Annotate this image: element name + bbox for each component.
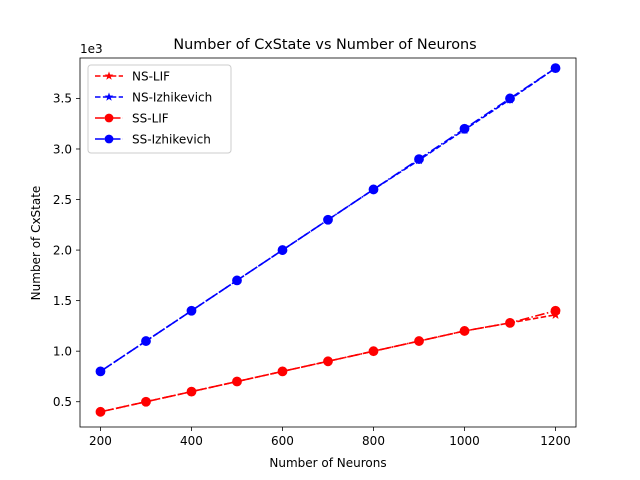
legend-label: NS-Izhikevich [132,90,212,104]
x-tick-label: 1000 [449,434,480,448]
data-point [459,123,470,134]
y-tick-label: 1.0 [53,344,72,358]
legend: NS-LIF NS-Izhikevich SS-LIF SS-Izhikevich [87,64,232,154]
data-point [323,356,333,367]
y-tick-label: 3.5 [53,92,72,106]
x-axis-label: Number of Neurons [269,456,386,470]
legend-label: SS-LIF [132,111,169,125]
data-point [186,386,197,397]
y-offset-label: 1e3 [80,42,103,56]
y-tick-label: 1.5 [53,294,72,308]
data-point [550,305,561,316]
x-tick-label: 200 [89,434,112,448]
data-point [277,245,288,255]
y-axis-label: Number of CxState [29,186,43,301]
y-tick-label: 2.0 [53,243,72,257]
data-point [414,154,424,164]
x-tick-label: 600 [271,434,294,448]
data-point [505,93,515,104]
data-point [232,376,242,387]
legend-box [87,64,232,154]
x-tick-label: 800 [362,434,385,448]
data-point [414,336,424,346]
data-point [550,63,561,74]
data-point [186,305,197,316]
data-point [368,346,379,357]
data-point [368,184,379,195]
data-point [95,366,106,377]
data-point [277,366,288,377]
chart-title: Number of CxState vs Number of Neurons [173,37,476,53]
legend-label: SS-Izhikevich [132,132,211,146]
data-point [95,406,106,417]
x-tick-label: 1200 [540,434,571,448]
data-point [323,214,333,225]
plot-area [95,62,561,417]
legend-entry: SS-LIF [95,111,169,125]
legend-marker [104,134,114,144]
y-axis-ticks: 0.5 1.0 1.5 2.0 2.5 3.0 3.5 [53,92,80,409]
axes-frame [79,57,577,428]
x-tick-label: 400 [180,434,203,448]
data-point [505,317,515,328]
y-tick-label: 2.5 [53,193,72,207]
series-ss-izhikevich [95,63,561,377]
data-point [232,275,242,286]
legend-marker [104,71,114,80]
data-point [459,326,470,336]
y-tick-label: 3.0 [53,142,72,156]
x-axis-ticks: 200 400 600 800 1000 1200 [89,427,571,448]
series-ss-lif [95,305,561,417]
data-point [141,336,151,346]
legend-entry: SS-Izhikevich [95,132,211,146]
legend-label: NS-LIF [132,69,170,83]
legend-entry: NS-LIF [95,69,170,83]
y-tick-label: 0.5 [53,395,72,409]
legend-marker [104,92,114,101]
legend-marker [104,113,114,123]
series-line-ss-lif [100,309,556,413]
data-point [141,396,151,407]
legend-entry: NS-Izhikevich [95,90,212,104]
